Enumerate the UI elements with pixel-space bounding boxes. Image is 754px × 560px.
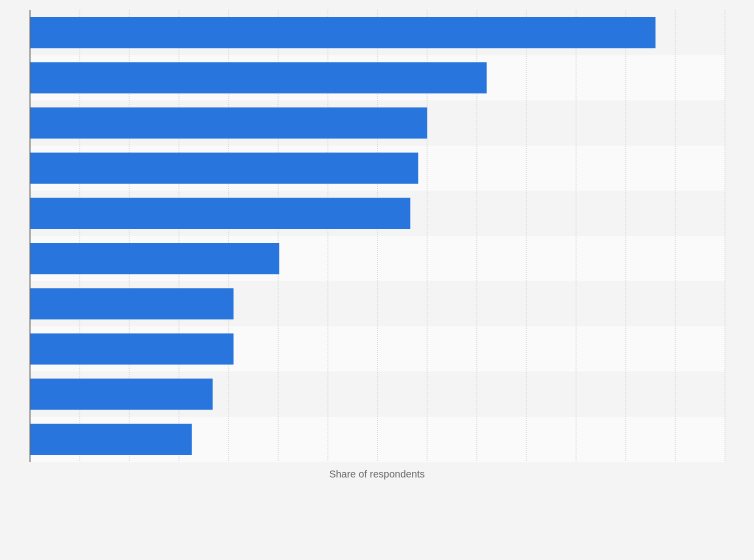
bar [30, 288, 234, 320]
bar [30, 107, 428, 139]
bar [30, 197, 411, 229]
bar [30, 243, 280, 275]
bar [30, 62, 487, 94]
x-axis-title: Share of respondents [329, 470, 425, 481]
bar [30, 378, 213, 410]
bars [30, 17, 656, 455]
bar [30, 423, 192, 455]
bar [30, 333, 234, 365]
bar [30, 17, 656, 49]
bar [30, 152, 419, 184]
